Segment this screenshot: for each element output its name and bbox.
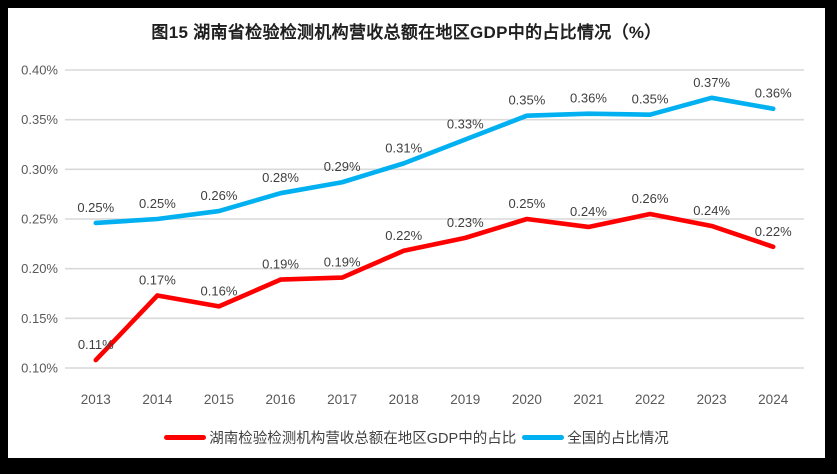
data-label: 0.19% — [262, 257, 299, 272]
x-axis-tick-label: 2019 — [450, 392, 480, 407]
data-label: 0.33% — [447, 117, 484, 132]
x-axis-tick-label: 2024 — [758, 392, 789, 407]
data-label: 0.24% — [570, 204, 607, 219]
y-axis-tick-label: 0.40% — [21, 63, 58, 78]
legend-line-swatch-hunan — [164, 435, 207, 440]
data-label: 0.26% — [632, 191, 669, 206]
y-axis-tick-label: 0.10% — [21, 361, 58, 376]
x-axis-tick-label: 2020 — [512, 392, 542, 407]
data-label: 0.35% — [508, 93, 545, 108]
data-label: 0.25% — [77, 200, 114, 215]
data-label: 0.26% — [201, 188, 238, 203]
data-label: 0.17% — [139, 272, 176, 287]
x-axis-tick-label: 2021 — [573, 392, 603, 407]
data-label: 0.28% — [262, 170, 299, 185]
x-axis-tick-label: 2015 — [204, 392, 234, 407]
data-label: 0.23% — [447, 215, 484, 230]
data-label: 0.29% — [324, 159, 361, 174]
data-label: 0.22% — [755, 224, 792, 239]
line-chart: 0.40% 0.35% 0.30% 0.25% 0.20% 0.15% 0.10% 2013 2… — [21, 63, 804, 407]
y-axis-tick-label: 0.25% — [21, 212, 58, 227]
chart-legend: 湖南检验检测机构营收总额在地区GDP中的占比 全国的占比情况 — [8, 427, 825, 448]
x-axis-tick-label: 2018 — [389, 392, 419, 407]
x-axis-tick-label: 2023 — [697, 392, 727, 407]
chart-panel: 图15 湖南省检验检测机构营收总额在地区GDP中的占比情况（%） 0.40% 0.… — [8, 8, 825, 458]
data-label: 0.36% — [570, 91, 607, 106]
data-label: 0.16% — [201, 283, 238, 298]
data-label: 0.36% — [755, 86, 792, 101]
data-label: 0.25% — [508, 196, 545, 211]
data-label: 0.22% — [385, 228, 422, 243]
legend-label-hunan: 湖南检验检测机构营收总额在地区GDP中的占比 — [209, 431, 517, 447]
data-label: 0.37% — [693, 75, 730, 90]
series-line-0 — [93, 211, 776, 363]
x-axis-tick-label: 2017 — [327, 392, 357, 407]
x-axis-tick-label: 2013 — [81, 392, 111, 407]
data-label: 0.24% — [693, 203, 730, 218]
y-axis-tick-label: 0.15% — [21, 311, 58, 326]
data-label: 0.31% — [385, 140, 422, 155]
data-label: 0.25% — [139, 196, 176, 211]
series-line-1 — [93, 95, 776, 226]
chart-title: 图15 湖南省检验检测机构营收总额在地区GDP中的占比情况（%） — [151, 23, 662, 42]
legend-label-national: 全国的占比情况 — [567, 431, 669, 447]
legend-line-swatch-national — [522, 435, 565, 440]
y-axis-tick-label: 0.30% — [21, 162, 58, 177]
legend-item-hunan: 湖南检验检测机构营收总额在地区GDP中的占比 — [164, 427, 516, 448]
data-label: 0.35% — [632, 92, 669, 107]
legend-item-national: 全国的占比情况 — [522, 427, 669, 448]
y-axis-tick-label: 0.20% — [21, 261, 58, 276]
x-axis-tick-label: 2022 — [635, 392, 665, 407]
x-axis-tick-label: 2016 — [266, 392, 296, 407]
y-axis-tick-label: 0.35% — [21, 112, 58, 127]
x-axis-tick-label: 2014 — [142, 392, 173, 407]
data-label: 0.19% — [324, 255, 361, 270]
data-label: 0.11% — [78, 337, 114, 352]
